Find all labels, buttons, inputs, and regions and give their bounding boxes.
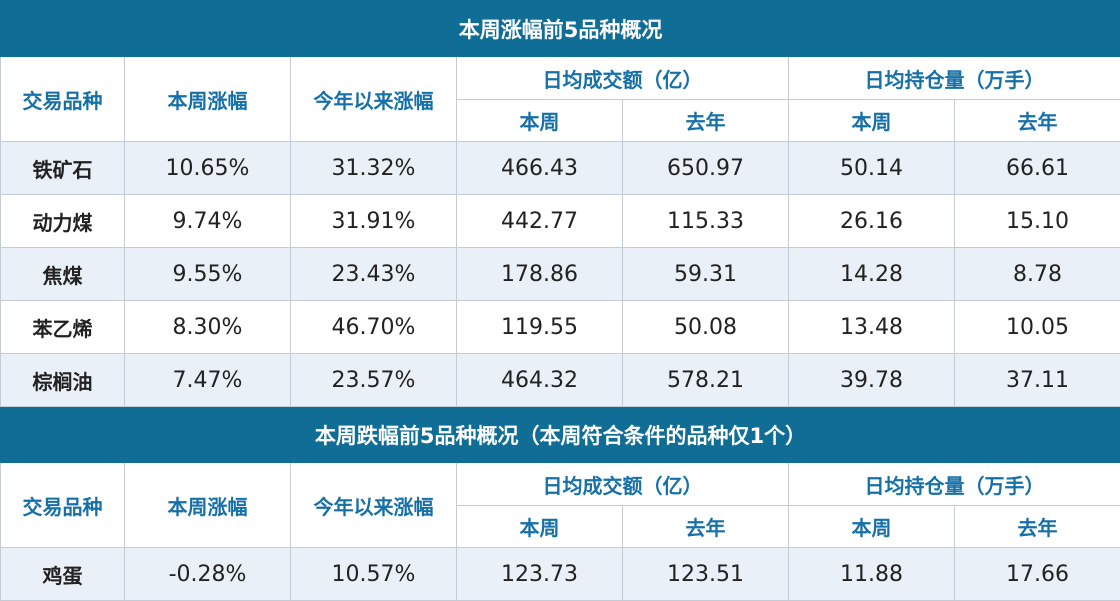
turnover-last-year: 59.31 bbox=[623, 248, 789, 301]
oi-this-week: 50.14 bbox=[789, 142, 955, 195]
oi-this-week: 13.48 bbox=[789, 301, 955, 354]
header-weekly-change: 本周涨幅 bbox=[125, 463, 291, 548]
variety-name: 苯乙烯 bbox=[1, 301, 125, 354]
turnover-last-year: 650.97 bbox=[623, 142, 789, 195]
weekly-change: 7.47% bbox=[125, 354, 291, 407]
oi-last-year: 10.05 bbox=[955, 301, 1120, 354]
oi-this-week: 11.88 bbox=[789, 548, 955, 601]
turnover-this-week: 119.55 bbox=[457, 301, 623, 354]
turnover-last-year: 115.33 bbox=[623, 195, 789, 248]
oi-this-week: 14.28 bbox=[789, 248, 955, 301]
weekly-change: -0.28% bbox=[125, 548, 291, 601]
ytd-change: 31.32% bbox=[291, 142, 457, 195]
top-losers-title: 本周跌幅前5品种概况（本周符合条件的品种仅1个） bbox=[1, 407, 1120, 463]
header-ytd-change: 今年以来涨幅 bbox=[291, 463, 457, 548]
header-variety: 交易品种 bbox=[1, 463, 125, 548]
header-turnover-last-year: 去年 bbox=[623, 506, 789, 548]
oi-last-year: 17.66 bbox=[955, 548, 1120, 601]
header-variety: 交易品种 bbox=[1, 57, 125, 142]
header-avg-turnover: 日均成交额（亿） bbox=[457, 57, 789, 100]
weekly-change: 8.30% bbox=[125, 301, 291, 354]
turnover-this-week: 442.77 bbox=[457, 195, 623, 248]
oi-last-year: 66.61 bbox=[955, 142, 1120, 195]
header-oi-last-year: 去年 bbox=[955, 100, 1120, 142]
oi-this-week: 39.78 bbox=[789, 354, 955, 407]
table-row: 苯乙烯 8.30% 46.70% 119.55 50.08 13.48 10.0… bbox=[1, 301, 1120, 354]
header-turnover-last-year: 去年 bbox=[623, 100, 789, 142]
table-row: 鸡蛋 -0.28% 10.57% 123.73 123.51 11.88 17.… bbox=[1, 548, 1120, 601]
turnover-last-year: 578.21 bbox=[623, 354, 789, 407]
oi-last-year: 8.78 bbox=[955, 248, 1120, 301]
oi-this-week: 26.16 bbox=[789, 195, 955, 248]
header-avg-open-interest: 日均持仓量（万手） bbox=[789, 463, 1120, 506]
weekly-change: 9.74% bbox=[125, 195, 291, 248]
table-row: 铁矿石 10.65% 31.32% 466.43 650.97 50.14 66… bbox=[1, 142, 1120, 195]
table-row: 焦煤 9.55% 23.43% 178.86 59.31 14.28 8.78 bbox=[1, 248, 1120, 301]
table-row: 动力煤 9.74% 31.91% 442.77 115.33 26.16 15.… bbox=[1, 195, 1120, 248]
variety-name: 焦煤 bbox=[1, 248, 125, 301]
ytd-change: 23.43% bbox=[291, 248, 457, 301]
variety-name: 鸡蛋 bbox=[1, 548, 125, 601]
variety-name: 铁矿石 bbox=[1, 142, 125, 195]
ytd-change: 46.70% bbox=[291, 301, 457, 354]
weekly-change: 10.65% bbox=[125, 142, 291, 195]
oi-last-year: 15.10 bbox=[955, 195, 1120, 248]
header-oi-this-week: 本周 bbox=[789, 506, 955, 548]
table-row: 棕榈油 7.47% 23.57% 464.32 578.21 39.78 37.… bbox=[1, 354, 1120, 407]
header-avg-open-interest: 日均持仓量（万手） bbox=[789, 57, 1120, 100]
header-turnover-this-week: 本周 bbox=[457, 506, 623, 548]
turnover-this-week: 464.32 bbox=[457, 354, 623, 407]
ytd-change: 31.91% bbox=[291, 195, 457, 248]
header-weekly-change: 本周涨幅 bbox=[125, 57, 291, 142]
turnover-last-year: 123.51 bbox=[623, 548, 789, 601]
top-gainers-title: 本周涨幅前5品种概况 bbox=[1, 1, 1120, 57]
turnover-this-week: 123.73 bbox=[457, 548, 623, 601]
header-ytd-change: 今年以来涨幅 bbox=[291, 57, 457, 142]
turnover-this-week: 178.86 bbox=[457, 248, 623, 301]
header-oi-last-year: 去年 bbox=[955, 506, 1120, 548]
oi-last-year: 37.11 bbox=[955, 354, 1120, 407]
weekly-change: 9.55% bbox=[125, 248, 291, 301]
turnover-last-year: 50.08 bbox=[623, 301, 789, 354]
header-turnover-this-week: 本周 bbox=[457, 100, 623, 142]
header-oi-this-week: 本周 bbox=[789, 100, 955, 142]
variety-name: 棕榈油 bbox=[1, 354, 125, 407]
variety-name: 动力煤 bbox=[1, 195, 125, 248]
ytd-change: 10.57% bbox=[291, 548, 457, 601]
header-avg-turnover: 日均成交额（亿） bbox=[457, 463, 789, 506]
ytd-change: 23.57% bbox=[291, 354, 457, 407]
turnover-this-week: 466.43 bbox=[457, 142, 623, 195]
